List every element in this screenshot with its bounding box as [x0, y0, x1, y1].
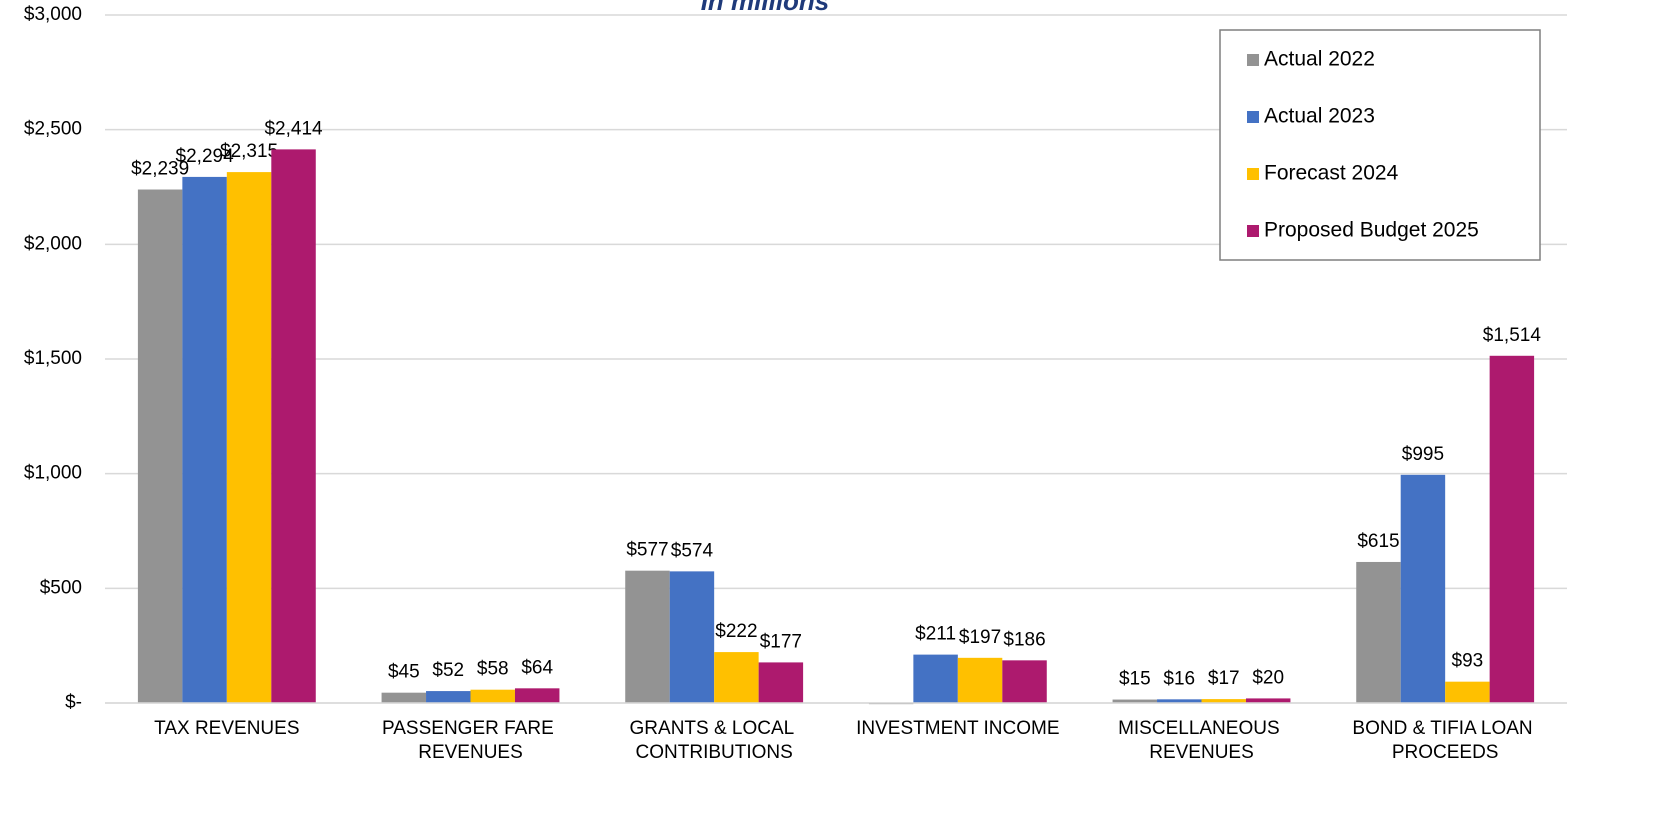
y-tick-label: $500 [40, 577, 82, 598]
x-tick-label: BOND & TIFIA LOAN PROCEEDS [1352, 718, 1537, 763]
bar [1201, 699, 1246, 703]
data-label: $58 [477, 659, 509, 680]
data-label: $615 [1357, 531, 1399, 552]
bar [1112, 699, 1158, 703]
legend-swatch [1247, 168, 1259, 180]
data-label: $186 [1003, 629, 1045, 650]
data-label: $2,294 [176, 146, 235, 167]
bar [1356, 561, 1401, 703]
y-tick-label: $2,500 [24, 119, 82, 140]
x-tick-label: INVESTMENT INCOME [856, 718, 1059, 739]
legend-label: Proposed Budget 2025 [1264, 219, 1479, 242]
data-label: $1,514 [1483, 325, 1542, 346]
data-label: $177 [760, 631, 802, 652]
bar [758, 662, 804, 703]
data-label: $197 [959, 627, 1001, 648]
chart-subtitle: In millions [701, 0, 830, 16]
bar [714, 652, 759, 703]
data-label: $2,414 [264, 118, 323, 139]
x-tick-label: MISCELLANEOUS REVENUES [1118, 718, 1285, 763]
data-label: $574 [671, 540, 714, 561]
bar [1400, 474, 1446, 703]
data-label: $52 [432, 660, 464, 681]
legend-swatch [1247, 225, 1259, 237]
data-label: $211 [915, 624, 956, 645]
data-label: $995 [1402, 444, 1444, 465]
data-label: $64 [521, 657, 553, 678]
x-tick-label: GRANTS & LOCAL CONTRIBUTIONS [630, 718, 799, 763]
data-label: $2,239 [131, 159, 189, 180]
bar [470, 689, 515, 703]
data-label: $45 [388, 662, 420, 683]
y-tick-label: $- [65, 692, 82, 713]
x-tick-label: TAX REVENUES [154, 718, 299, 739]
data-label: $577 [626, 540, 668, 561]
bar [226, 172, 272, 704]
bar [381, 692, 427, 703]
bar [669, 571, 715, 703]
bar [913, 654, 958, 703]
data-label: $222 [715, 621, 757, 642]
legend-label: Actual 2022 [1264, 48, 1375, 71]
bar [514, 688, 560, 703]
data-label: $15 [1119, 669, 1151, 690]
bar [182, 176, 227, 704]
bar [271, 149, 316, 703]
bar [1245, 698, 1291, 703]
y-tick-label: $1,000 [24, 463, 82, 484]
data-label: $17 [1208, 668, 1240, 689]
bar [1157, 699, 1202, 703]
bar [625, 570, 670, 703]
bar [1002, 660, 1047, 703]
y-tick-label: $2,000 [24, 233, 82, 254]
legend-swatch [1247, 54, 1259, 66]
legend-box [1219, 29, 1541, 261]
y-tick-label: $3,000 [24, 4, 82, 25]
bar [137, 189, 183, 704]
legend-label: Forecast 2024 [1264, 162, 1399, 185]
data-label: $2,315 [220, 141, 278, 162]
data-label: $20 [1252, 667, 1284, 688]
data-label: $93 [1452, 651, 1484, 672]
x-tick-label: PASSENGER FARE REVENUES [382, 718, 559, 763]
bar [426, 691, 471, 703]
data-label: $16 [1163, 668, 1195, 689]
y-tick-label: $1,500 [24, 348, 82, 369]
bar [1489, 355, 1535, 703]
legend-swatch [1247, 111, 1259, 123]
bar [1445, 681, 1490, 703]
legend-label: Actual 2023 [1264, 105, 1375, 128]
bar [957, 657, 1003, 703]
